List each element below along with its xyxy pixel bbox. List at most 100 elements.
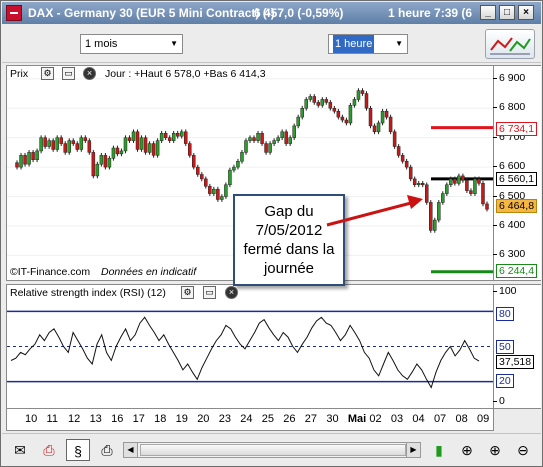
chevron-down-icon: ▼ — [170, 39, 178, 48]
zoom-fit-icon[interactable]: ⊕ — [461, 442, 473, 458]
close-icon[interactable]: × — [83, 67, 96, 80]
date-tick-label: 10 — [25, 413, 38, 425]
candle-body — [320, 99, 325, 106]
period-select-value: 1 mois — [85, 38, 118, 50]
candle-body — [123, 137, 128, 152]
candle-body — [292, 125, 296, 138]
scroll-right-icon[interactable]: ▶ — [406, 443, 420, 457]
candle-body — [19, 155, 23, 168]
candle-body — [183, 131, 188, 144]
date-tick-label: 27 — [304, 413, 318, 425]
title-bar[interactable]: DAX - Germany 30 (EUR 5 Mini Contract) (… — [2, 2, 541, 24]
maximize-button[interactable]: □ — [499, 5, 515, 20]
candle-body — [39, 137, 43, 152]
candle-body — [376, 122, 381, 133]
candle-body — [79, 137, 84, 150]
candle-body — [465, 180, 469, 191]
chart-indicators-button[interactable] — [485, 29, 535, 59]
period-select[interactable]: 1 mois ▼ — [80, 34, 183, 54]
rsi-current-value: 37,518 — [496, 355, 535, 369]
candle-body — [87, 140, 92, 153]
credit-text: ©IT-Finance.com — [10, 266, 91, 278]
interval-select[interactable]: 1 heure ▼ — [328, 34, 408, 54]
candle-body — [35, 150, 39, 161]
scroll-thumb[interactable] — [140, 444, 406, 456]
candle-body — [400, 155, 405, 162]
close-button[interactable]: × — [518, 5, 534, 20]
candle-body — [119, 150, 124, 155]
wrench-icon[interactable]: ⚙ — [41, 67, 54, 80]
email-icon[interactable]: ✉ — [14, 442, 26, 458]
candle-body — [248, 137, 252, 141]
candle-body — [67, 140, 71, 153]
date-tick-label: 12 — [68, 413, 81, 425]
window-icon[interactable]: ▭ — [62, 67, 75, 80]
price-chart — [7, 78, 493, 274]
candle-body — [240, 152, 244, 162]
rsi-panel[interactable]: Relative strength index (RSI) (12) ⚙ ▭ × — [6, 284, 494, 409]
date-tick-label: 08 — [455, 413, 468, 425]
rsi-chart — [7, 310, 493, 389]
candle-body — [304, 99, 308, 109]
candle-body — [380, 110, 385, 124]
print-icon[interactable]: ⎙ — [101, 442, 113, 458]
candle-body — [392, 131, 397, 147]
annotation-arrow — [326, 195, 423, 227]
candle-body — [481, 183, 485, 205]
candle-body — [260, 133, 264, 144]
zoom-in-icon[interactable]: ⊕ — [489, 442, 501, 458]
candle-body — [244, 140, 248, 153]
candle-body — [356, 90, 361, 100]
candle-body — [340, 116, 345, 121]
disclaimer-text: Données en indicatif — [101, 266, 197, 278]
minimize-button[interactable]: _ — [480, 5, 496, 20]
candle-body — [316, 102, 321, 106]
candle-body — [416, 183, 421, 186]
candle-body — [216, 188, 220, 200]
scroll-left-icon[interactable]: ◀ — [124, 443, 138, 457]
candle-body — [232, 166, 236, 171]
window-icon[interactable]: ▭ — [203, 286, 216, 299]
rsi-tick-100: 100 — [493, 285, 517, 297]
candle-body — [288, 137, 292, 144]
candle-body — [228, 169, 232, 186]
green-level-label: 6 244,4 — [496, 264, 538, 278]
candle-body — [155, 140, 160, 156]
candle-body — [412, 178, 417, 186]
candle-body — [424, 184, 429, 203]
price-axis: 6 900 6 800 6 700 6 600 6 500 6 400 6 300 6 73… — [492, 65, 541, 281]
toolbar: 1 mois ▼ 1 heure ▼ — [2, 25, 541, 63]
candle-body — [296, 116, 300, 127]
candle-body — [348, 105, 353, 124]
candle-body — [477, 178, 481, 184]
date-tick-label: Mai — [347, 413, 367, 425]
date-tick-label: 16 — [111, 413, 124, 425]
date-tick-label: 24 — [240, 413, 253, 425]
candle-body — [192, 155, 196, 168]
zoom-out-icon[interactable]: ⊖ — [517, 442, 529, 458]
candlestick-icon[interactable]: ▮ — [435, 442, 443, 458]
close-icon[interactable]: × — [225, 286, 238, 299]
ohlc-text: Jour : +Haut 6 578,0 +Bas 6 414,3 — [105, 68, 266, 80]
wrench-icon[interactable]: ⚙ — [181, 286, 194, 299]
candle-body — [91, 152, 96, 177]
candle-body — [220, 196, 224, 200]
date-tick-label: 18 — [154, 413, 167, 425]
window-title: DAX - Germany 30 (EUR 5 Mini Contract) (… — [28, 6, 275, 20]
date-tick-label: 11 — [46, 413, 58, 425]
date-tick-label: 13 — [89, 413, 102, 425]
rsi-tick-50: 50 — [496, 340, 514, 354]
candle-body — [139, 137, 144, 150]
red-level-label: 6 734,1 — [496, 122, 538, 136]
candle-body — [368, 108, 373, 127]
candle-body — [127, 137, 132, 141]
time-scrollbar[interactable]: ◀ ▶ — [123, 442, 421, 458]
candle-body — [196, 166, 200, 175]
pdf-icon[interactable]: ⎙ — [43, 442, 55, 458]
date-tick-label: 03 — [390, 413, 404, 425]
link-icon[interactable]: § — [66, 439, 90, 461]
candle-body — [103, 155, 108, 168]
date-tick-label: 17 — [132, 413, 145, 425]
price-panel[interactable]: Prix ⚙ ▭ × Jour : +Haut 6 578,0 +Bas 6 4… — [6, 65, 494, 281]
candle-body — [404, 160, 409, 168]
